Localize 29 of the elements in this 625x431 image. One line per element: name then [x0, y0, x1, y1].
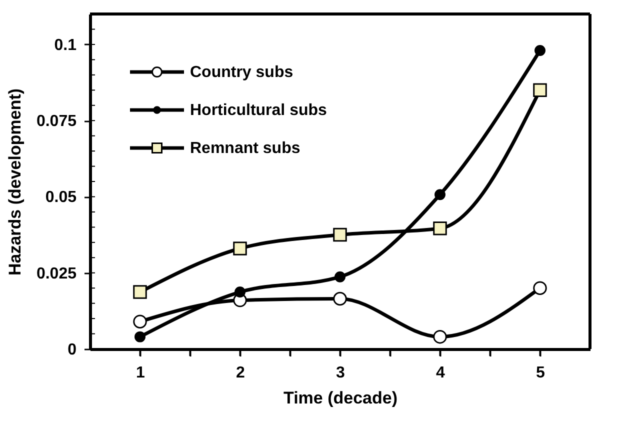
y-tick-label: 0.05: [45, 189, 77, 206]
point: [434, 189, 446, 200]
point: [533, 281, 547, 295]
point: [133, 285, 147, 299]
y-axis-title: Hazards (development): [5, 88, 24, 276]
x-axis-title: Time (decade): [283, 388, 398, 408]
point: [534, 45, 546, 56]
point: [133, 314, 147, 328]
point: [433, 222, 447, 236]
y-tick-label: 0.1: [54, 36, 77, 54]
y-tick-label: 0: [68, 342, 77, 358]
x-tick-label: 4: [436, 364, 446, 382]
point: [233, 242, 247, 256]
point: [533, 83, 547, 98]
x-tick-label: 5: [536, 364, 546, 382]
point: [234, 286, 246, 298]
y-tick-label: 0.025: [36, 265, 77, 282]
point: [333, 292, 347, 306]
point: [334, 271, 346, 282]
legend-label: Country subs: [190, 64, 294, 81]
x-tick-label: 2: [236, 364, 246, 382]
point: [433, 330, 447, 344]
x-tick-label: 3: [336, 364, 346, 382]
y-tick-label: 0.075: [36, 113, 77, 130]
x-tick-label: 1: [136, 364, 146, 382]
legend-label: Horticultural subs: [190, 102, 328, 119]
point: [333, 228, 347, 242]
legend-label: Remnant subs: [190, 140, 300, 157]
point: [134, 331, 146, 342]
